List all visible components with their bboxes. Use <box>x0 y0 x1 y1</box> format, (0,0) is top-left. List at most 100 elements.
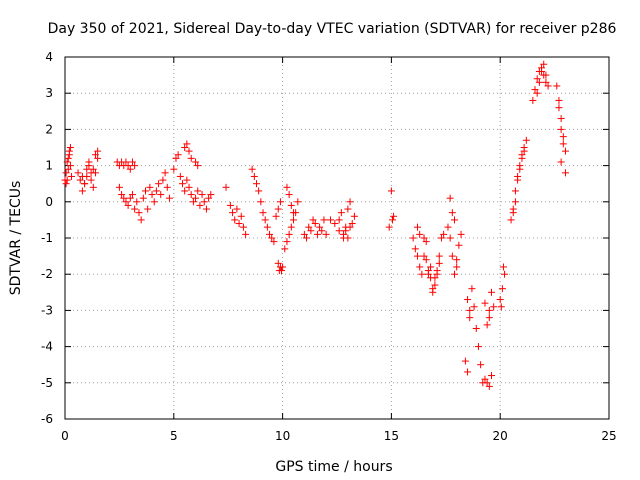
x-tick-label: 5 <box>170 429 178 443</box>
data-point <box>557 158 565 166</box>
data-point <box>529 96 537 104</box>
data-point <box>252 180 260 188</box>
data-point <box>487 288 495 296</box>
data-point <box>507 216 515 224</box>
data-point <box>81 180 89 188</box>
data-point <box>146 183 154 191</box>
data-point <box>285 191 293 199</box>
data-point <box>181 144 189 151</box>
data-point <box>179 180 187 188</box>
data-point <box>196 201 204 209</box>
data-point <box>242 230 250 238</box>
data-point <box>163 183 171 191</box>
data-point <box>326 216 334 224</box>
data-point <box>192 158 200 166</box>
data-point <box>89 183 97 191</box>
chart-title: Day 350 of 2021, Sidereal Day-to-day VTE… <box>48 21 617 37</box>
data-point <box>337 209 345 217</box>
data-point <box>300 230 308 238</box>
data-point <box>68 172 76 180</box>
data-point <box>461 357 469 365</box>
data-point <box>207 191 215 199</box>
data-point <box>481 299 489 307</box>
y-tick-label: -2 <box>41 267 53 281</box>
data-point <box>520 147 528 155</box>
data-point <box>540 60 548 68</box>
data-point <box>522 136 530 144</box>
data-point <box>287 223 295 231</box>
data-point <box>483 321 491 329</box>
data-point <box>485 382 493 390</box>
x-tick-label: 10 <box>275 429 290 443</box>
data-point <box>294 198 302 206</box>
data-point <box>200 198 208 206</box>
data-point <box>222 183 230 191</box>
data-point <box>83 165 91 173</box>
data-point <box>62 180 70 188</box>
data-point <box>553 82 561 90</box>
data-points <box>61 60 569 390</box>
data-point <box>385 223 393 231</box>
data-point <box>531 86 539 94</box>
data-point <box>122 158 130 166</box>
data-point <box>453 263 461 271</box>
data-point <box>342 227 350 235</box>
data-point <box>313 230 321 238</box>
data-point <box>533 89 541 97</box>
data-point <box>435 259 443 267</box>
data-point <box>235 220 243 228</box>
data-point <box>192 194 200 202</box>
data-point <box>498 285 506 293</box>
data-point <box>128 191 136 199</box>
data-point <box>559 133 567 141</box>
data-point <box>390 212 398 220</box>
x-tick-label: 25 <box>601 429 616 443</box>
data-point <box>165 194 173 202</box>
data-point <box>85 158 93 166</box>
data-point <box>126 165 134 173</box>
data-point <box>414 252 422 260</box>
data-point <box>183 140 191 148</box>
data-point <box>344 205 352 213</box>
data-point <box>131 162 139 170</box>
data-point <box>194 162 202 170</box>
data-point <box>431 274 439 282</box>
data-point <box>187 154 195 162</box>
data-point <box>94 147 102 155</box>
data-point <box>83 172 91 180</box>
data-point <box>237 212 245 220</box>
data-point <box>433 267 441 275</box>
data-point <box>128 158 136 166</box>
data-point <box>274 259 282 267</box>
data-point <box>289 216 297 224</box>
data-point <box>66 144 74 151</box>
data-point <box>311 220 319 228</box>
data-point <box>185 183 193 191</box>
data-point <box>464 368 472 376</box>
data-point <box>446 234 454 242</box>
data-point <box>320 216 328 224</box>
x-tick-label: 0 <box>61 429 69 443</box>
data-point <box>448 209 456 217</box>
data-point <box>172 154 180 162</box>
data-point <box>437 234 445 242</box>
data-point <box>444 223 452 231</box>
data-point <box>544 82 552 90</box>
data-point <box>181 187 189 195</box>
data-point <box>281 245 289 253</box>
data-point <box>497 303 505 311</box>
data-point <box>511 198 519 206</box>
data-point <box>485 306 493 314</box>
data-point <box>420 234 428 242</box>
data-point <box>387 187 395 195</box>
data-point <box>65 151 73 159</box>
data-point <box>283 183 291 191</box>
data-point <box>124 201 132 209</box>
data-point <box>266 230 274 238</box>
data-point <box>248 165 256 173</box>
data-point <box>409 234 417 242</box>
data-point <box>561 169 569 177</box>
data-point <box>176 172 184 180</box>
data-point <box>76 176 84 184</box>
data-point <box>470 303 478 311</box>
